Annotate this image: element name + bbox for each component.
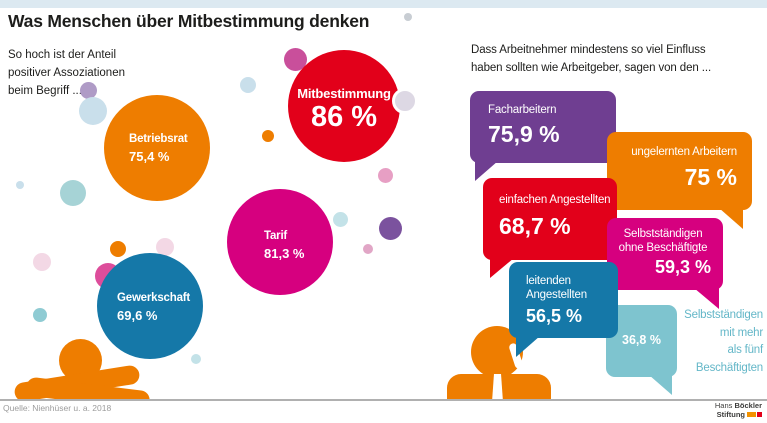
side-label-line: Selbstständigen <box>684 309 763 321</box>
bubble-tarif: Tarif 81,3 % <box>227 189 333 295</box>
circle-label: Betriebsrat <box>129 133 188 145</box>
circle-label: Tarif <box>264 230 288 242</box>
side-label: Selbstständigen mit mehr als fünf Beschä… <box>675 307 763 377</box>
speech-value: 56,5 % <box>526 306 583 326</box>
speech-label: einfachen Angestellten <box>499 194 611 206</box>
circle-label: Gewerkschaft <box>117 292 191 304</box>
decor-circle <box>392 88 418 114</box>
decor-circle <box>33 253 51 271</box>
top-accent-bar <box>0 0 767 8</box>
speech-value: 36,8 % <box>622 333 661 347</box>
speech-value: 75,9 % <box>488 121 560 147</box>
decor-circle <box>363 244 373 254</box>
speech-label: Facharbeitern <box>488 104 557 116</box>
right-header-line: haben sollten wie Arbeitgeber, sagen von… <box>471 61 712 74</box>
speech-facharbeitern: Facharbeitern 75,9 % <box>470 91 616 163</box>
speech-value: 75 % <box>684 164 737 190</box>
logo-text-bold: Stiftung <box>716 410 745 419</box>
bubble-betriebsrat: Betriebsrat 75,4 % <box>104 95 210 201</box>
decor-circle <box>262 130 274 142</box>
bubble-gewerkschaft: Gewerkschaft 69,6 % <box>97 253 203 359</box>
side-label-line: Beschäftigten <box>695 361 763 374</box>
person-left <box>0 330 165 400</box>
decor-circle <box>79 97 107 125</box>
speech-selbststaendige-ohne: Selbstständigen ohne Beschäftigte 59,3 % <box>607 218 723 290</box>
right-header: Dass Arbeitnehmer mindestens so viel Ein… <box>471 42 711 77</box>
logo-text-bold: Böckler <box>734 401 762 410</box>
speech-value: 68,7 % <box>499 213 571 239</box>
person-tie <box>492 374 503 400</box>
speech-leitende-angestellte: leitenden Angestellten 56,5 % <box>509 262 618 338</box>
decor-circle <box>284 48 307 71</box>
decor-circle <box>330 209 351 230</box>
speech-ungelernte: ungelernten Arbeitern 75 % <box>607 132 752 210</box>
subtitle-line: positiver Assoziationen <box>8 67 125 79</box>
decor-circle <box>156 238 174 256</box>
decor-circle <box>191 354 201 364</box>
circle-label: Mitbestimmung <box>297 86 391 101</box>
circle-value: 81,3 % <box>264 246 305 261</box>
decor-circle <box>16 181 24 189</box>
left-subtitle: So hoch ist der Anteil positiver Assozia… <box>8 46 125 100</box>
hans-boeckler-stiftung-logo: Hans Böckler Stiftung <box>715 401 762 419</box>
decor-circle <box>378 168 393 183</box>
speech-label: leitenden <box>526 275 571 287</box>
side-label-line: als fünf <box>727 344 764 356</box>
logo-text: Hans <box>714 401 735 410</box>
speech-label: ohne Beschäftigte <box>618 242 708 254</box>
logo-bar-orange <box>747 412 756 417</box>
speech-label: ungelernten Arbeitern <box>631 146 737 158</box>
side-label-line: mit mehr <box>719 326 763 339</box>
right-header-line: Dass Arbeitnehmer mindestens so viel Ein… <box>471 44 706 56</box>
bubble-mitbestimmung: Mitbestimmung 86 % <box>288 50 400 162</box>
speech-label: Selbstständigen <box>623 228 703 240</box>
decor-circle <box>404 13 412 21</box>
logo-bar-red <box>757 412 762 417</box>
decor-circle <box>33 308 47 322</box>
page-title: Was Menschen über Mitbestimmung denken <box>8 11 370 31</box>
speech-tail <box>649 375 672 395</box>
decor-circle <box>379 217 402 240</box>
circle-value: 69,6 % <box>117 308 158 323</box>
circle-value: 75,4 % <box>129 149 170 164</box>
speech-label: Angestellten <box>526 289 587 301</box>
circle-value: 86 % <box>310 101 378 133</box>
subtitle-line: So hoch ist der Anteil <box>8 49 117 61</box>
speech-tail <box>694 288 719 309</box>
subtitle-line: beim Begriff ... <box>8 85 82 97</box>
decor-circle <box>80 82 97 99</box>
decor-circle <box>110 241 126 257</box>
source-note: Quelle: Nienhüser u. a. 2018 <box>3 403 112 413</box>
speech-einfache-angestellte: einfachen Angestellten 68,7 % <box>483 178 617 260</box>
decor-circle <box>60 180 86 206</box>
decor-circle <box>240 77 256 93</box>
speech-value: 59,3 % <box>654 257 711 277</box>
footer-divider <box>0 399 767 401</box>
